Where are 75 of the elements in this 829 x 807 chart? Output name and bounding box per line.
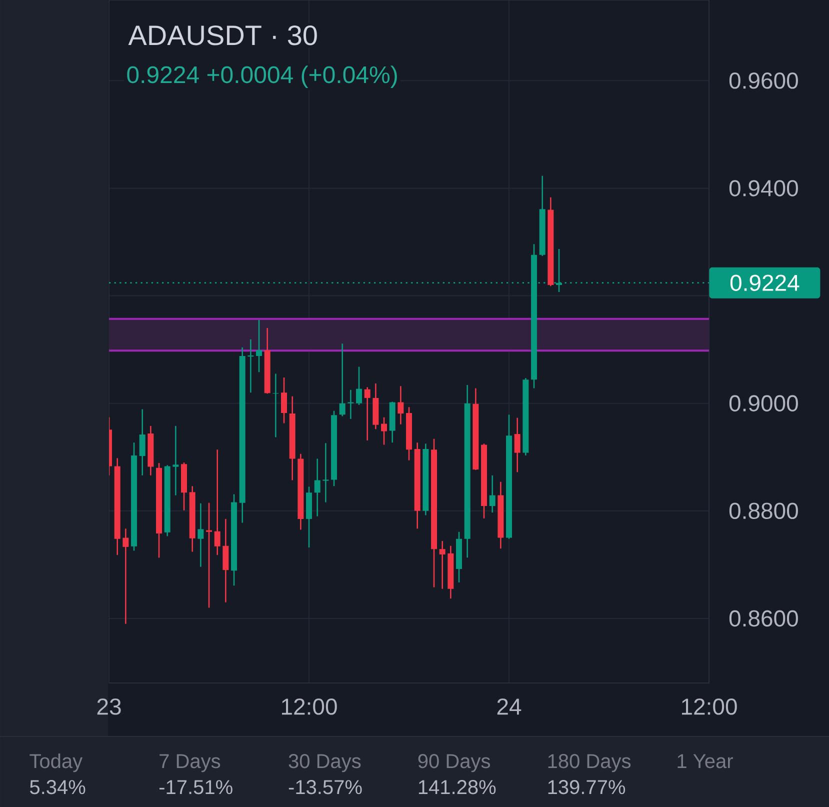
candlestick [156,462,162,558]
y-tick-label: 0.9600 [729,72,798,89]
text: -17.51% [159,780,232,794]
candlestick [339,342,346,417]
candlestick [356,366,362,406]
candlestick [198,502,204,568]
candlestick [281,376,288,424]
candlestick [348,389,354,420]
candlestick [498,481,504,550]
candlestick [422,443,429,516]
candlestick [148,425,154,476]
y-tick-label: 0.9400 [729,180,798,196]
candlestick [306,486,312,548]
candlestick [298,453,304,530]
y-tick-label: 0.8600 [729,610,798,627]
x-tick-label: 23 [97,698,121,715]
candlestick [522,377,529,456]
text: Today [30,753,83,772]
candlestick [114,458,120,556]
text: 180 Days [548,754,631,772]
candlestick [389,401,396,444]
text: 141.28% [418,780,496,794]
candlestick [364,386,370,442]
text: 90 Days [418,754,490,772]
candlestick [206,502,212,608]
candlestick [272,373,279,438]
candlestick [314,458,320,517]
candlestick [164,464,170,537]
text: 1 Year [678,754,733,768]
candlestick [222,518,229,603]
candlestick [122,528,129,624]
x-tick-label: 24 [497,698,522,715]
candlestick [189,486,196,552]
candlestick [439,540,446,590]
candlestick [472,388,479,471]
candlestick [539,175,546,257]
ref-line-label: 0.9224 [730,274,800,291]
text: -13.57% [288,780,362,794]
candlestick [331,410,338,487]
candlestick [322,442,329,503]
text: 30 Days [288,754,361,772]
candlestick [131,442,138,552]
candlestick [406,406,412,461]
text: 7 Days [160,754,220,772]
candlestick [172,425,179,496]
text: 139.77% [548,780,626,794]
candlestick [372,382,379,430]
candlestick [514,417,520,473]
candlestick [256,319,262,373]
candlestick [431,438,438,588]
text: ADAUSDT · 30 [128,25,317,46]
candlestick [264,327,270,394]
candlestick [289,396,296,481]
candlestick [381,416,388,446]
candlestick [231,494,238,586]
candlestick [214,448,220,556]
candlestick [398,385,404,425]
candlestick [481,443,488,520]
candlestick [239,346,246,524]
y-tick-label: 0.9000 [729,395,798,412]
candlestick [506,414,512,540]
text: 5.34% [30,780,86,794]
candlestick [489,474,496,514]
candlestick [181,462,188,511]
candlestick [464,384,470,558]
candlestick [414,442,420,530]
candlestick [248,338,254,394]
candlestick [448,545,454,600]
candlestick [456,531,462,584]
candlestick [548,196,554,287]
candlestick [139,408,146,476]
text: 0.9224 +0.0004 (+0.04%) [127,66,397,88]
y-tick-label: 0.8800 [729,502,798,520]
x-tick-label: 12:00 [282,698,337,715]
x-tick-label: 12:00 [682,698,737,715]
